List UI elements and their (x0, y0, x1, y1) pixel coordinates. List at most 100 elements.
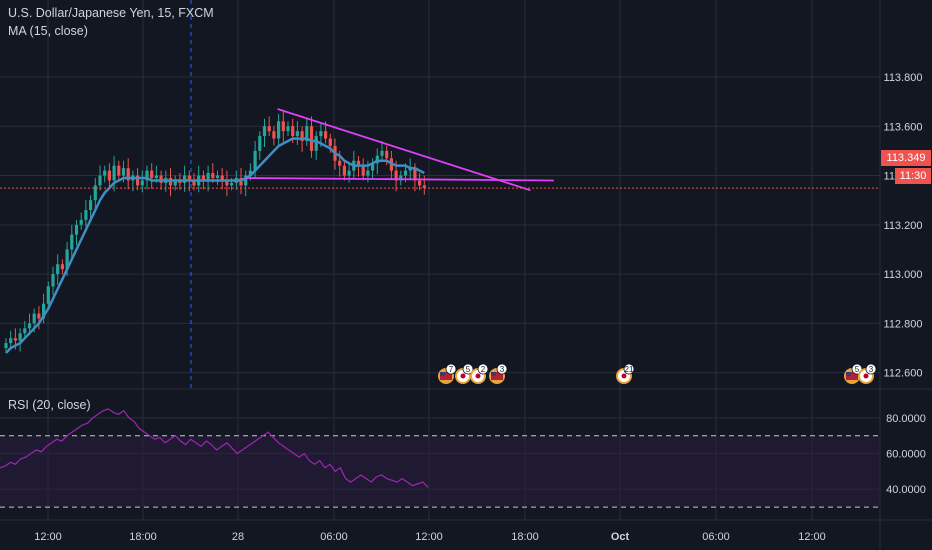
rsi-legend[interactable]: RSI (20, close) (8, 398, 91, 412)
price-tick-label: 112.600 (884, 368, 923, 380)
candle-body (65, 249, 69, 270)
candle-body (84, 210, 88, 220)
ma-legend[interactable]: MA (15, close) (8, 24, 88, 38)
flag-sun (621, 373, 627, 379)
rsi-band (0, 435, 880, 508)
candle-body (56, 264, 60, 275)
candle-body (305, 126, 309, 142)
candle-body (338, 160, 342, 166)
candle-body (206, 173, 210, 181)
price-tick-label: 113.200 (884, 220, 923, 232)
price-tick-label: 112.800 (884, 318, 923, 330)
candle-body (277, 121, 281, 139)
candle-body (93, 185, 97, 201)
candle-body (79, 219, 83, 225)
candle-body (140, 180, 144, 186)
candle-body (295, 131, 299, 137)
candle-body (126, 168, 130, 181)
event-count: 21 (625, 365, 634, 374)
candle-body (244, 175, 248, 186)
us-event-marker[interactable]: 7 (438, 363, 457, 384)
event-count-bubble (462, 363, 474, 375)
candle-body (107, 170, 111, 181)
event-count-bubble (496, 363, 508, 375)
ma-line (5, 137, 425, 354)
time-tick-label: 12:00 (798, 531, 826, 543)
time-tick-label: 12:00 (34, 531, 62, 543)
candle-body (211, 173, 215, 178)
candle-body (366, 170, 370, 176)
flag-canton (846, 372, 851, 376)
candle-body (399, 175, 403, 181)
candle-body (89, 200, 93, 211)
time-tick-label: Oct (611, 531, 630, 543)
candle-body (215, 175, 220, 178)
rsi-tick-label: 40.0000 (886, 484, 926, 496)
time-tick-label: 06:00 (702, 531, 730, 543)
candle-body (225, 180, 229, 186)
flag-canton (491, 372, 496, 376)
event-count: 3 (869, 365, 874, 374)
candle-body (347, 170, 351, 176)
us-flag-icon (491, 372, 503, 380)
candle-body (314, 136, 318, 151)
candle-body (145, 170, 149, 181)
candle-body (291, 126, 295, 137)
time-tick-label: 06:00 (320, 531, 348, 543)
jp-event-marker[interactable]: 5 (455, 363, 474, 384)
candle-body (27, 323, 32, 329)
candle-body (46, 286, 50, 304)
price-tick-label: 113.600 (884, 121, 923, 133)
candle-body (286, 126, 290, 132)
time-axis[interactable]: 12:00 18:00 28 06:00 12:00 18:00 Oct 06:00 12:00 (34, 531, 826, 543)
rsi-axis[interactable]: 80.0000 60.0000 40.0000 (886, 413, 926, 496)
candle-body (361, 165, 365, 176)
candle-body (18, 333, 22, 341)
candle-body (173, 180, 177, 186)
candle-body (187, 175, 191, 181)
candle-body (121, 168, 126, 176)
flag-canton (440, 372, 445, 376)
candle-body (300, 131, 304, 142)
candle-body (356, 160, 361, 166)
symbol-legend[interactable]: U.S. Dollar/Japanese Yen, 15, FXCM (8, 6, 214, 20)
candle-body (253, 150, 257, 171)
trendline (244, 177, 554, 182)
candle-body (136, 175, 140, 186)
candle-body (267, 126, 271, 132)
candle-body (403, 170, 408, 176)
jp-event-marker[interactable]: 2 (470, 363, 489, 384)
event-count-bubble (623, 363, 635, 375)
candle-body (309, 126, 314, 151)
rsi-tick-label: 80.0000 (886, 413, 926, 425)
candle-body (418, 180, 422, 186)
candle-body (281, 121, 285, 132)
us-flag-icon (440, 372, 452, 380)
us-event-marker[interactable]: 3 (489, 363, 508, 384)
candle-body (154, 175, 158, 178)
time-tick-label: 28 (232, 531, 244, 543)
candle-body (220, 175, 224, 181)
flag-sun (460, 373, 466, 379)
candle-body (230, 182, 234, 186)
candle-body (74, 224, 79, 235)
trendlines[interactable] (244, 108, 554, 192)
candle-countdown-tag: 11:30 (895, 168, 931, 184)
jp-event-marker[interactable]: 21 (616, 363, 635, 384)
jp-event-marker[interactable]: 3 (858, 363, 877, 384)
candle-body (4, 343, 8, 349)
current-price-tag: 113.349 (881, 150, 931, 166)
candle-body (248, 170, 252, 176)
time-tick-label: 18:00 (511, 531, 539, 543)
economic-events[interactable]: 7 5 2 3 21 5 3 (438, 363, 877, 384)
price-axis[interactable]: 113.800113.600113.400113.200113.000112.8… (884, 72, 923, 380)
candle-body (112, 165, 116, 181)
flag-sun (475, 373, 481, 379)
candle-body (42, 303, 46, 319)
candle-body (394, 170, 398, 181)
candlestick-series (4, 111, 426, 353)
event-count: 7 (449, 365, 454, 374)
candle-body (9, 338, 13, 344)
time-tick-label: 18:00 (129, 531, 157, 543)
